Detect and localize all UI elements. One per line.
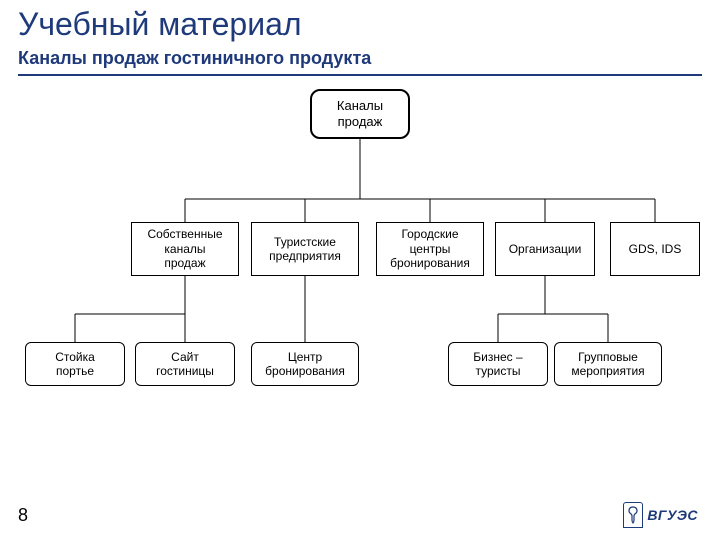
footer-logo: ВГУЭС: [623, 502, 698, 528]
tree-node: Каналыпродаж: [310, 89, 410, 139]
tree-node: GDS, IDS: [610, 222, 700, 276]
page-number: 8: [18, 505, 28, 526]
tree-node: Групповыемероприятия: [554, 342, 662, 386]
tree-node: Центрбронирования: [251, 342, 359, 386]
tree-node: Сайтгостиницы: [135, 342, 235, 386]
page-subtitle: Каналы продаж гостиничного продукта: [18, 48, 371, 69]
tree-diagram: Каналыпродаж СобственныеканалыпродажТурис…: [0, 74, 720, 474]
logo-text: ВГУЭС: [647, 507, 698, 523]
page-title: Учебный материал: [18, 6, 302, 43]
tree-node: Организации: [495, 222, 595, 276]
tree-node: Стойкапортье: [25, 342, 125, 386]
tree-node: Туристскиепредприятия: [251, 222, 359, 276]
tree-node: Собственныеканалыпродаж: [131, 222, 239, 276]
tree-node: Бизнес –туристы: [448, 342, 548, 386]
logo-icon: [623, 502, 643, 528]
tree-node: Городскиецентрыбронирования: [376, 222, 484, 276]
